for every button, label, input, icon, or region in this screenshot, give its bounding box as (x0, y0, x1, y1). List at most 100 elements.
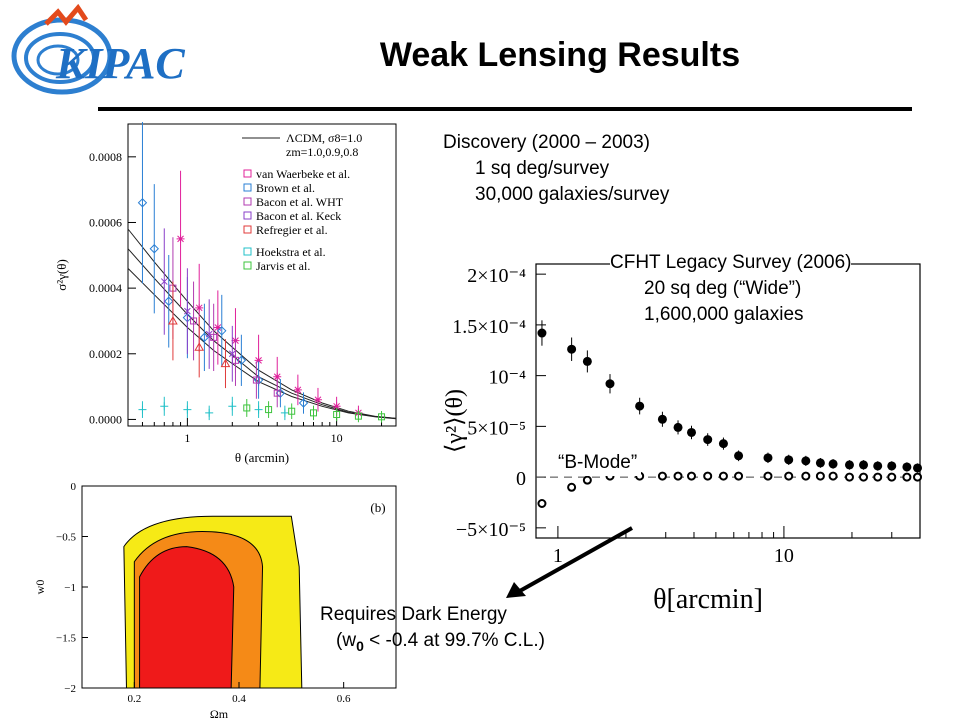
legend-entry: van Waerbeke et al. (256, 167, 350, 181)
data-point (273, 372, 282, 381)
legend-model-label: ΛCDM, σ8=1.0 (286, 131, 362, 145)
y-tick-label: 0.0004 (89, 281, 122, 295)
y-axis-label: w0 (33, 580, 47, 595)
y-tick-label: 1.5×10⁻⁴ (452, 316, 526, 338)
contour-inner (139, 546, 235, 689)
slide-title: Weak Lensing Results (379, 36, 741, 74)
x-tick-label: 0.2 (127, 693, 141, 705)
e-mode-point (844, 460, 854, 470)
arrow-icon (506, 526, 633, 598)
data-point (194, 342, 205, 351)
e-mode-point (784, 455, 794, 465)
logo-swirl-icon (11, 4, 113, 95)
b-mode-point (913, 472, 923, 482)
e-mode-point (801, 456, 811, 466)
e-mode-point (567, 344, 577, 354)
data-point (288, 407, 296, 415)
dark-energy-constraint: (w0 < -0.4 at 99.7% C.L.) (320, 628, 545, 659)
data-point (184, 307, 191, 315)
y-tick-label: 10⁻⁴ (488, 367, 526, 389)
logo-text: KIPAC (55, 39, 185, 88)
y-tick-label: 0.0006 (89, 215, 122, 229)
discovery-galaxies: 30,000 galaxies/survey (475, 184, 670, 205)
data-point (309, 409, 317, 417)
y-axis-label: σ²γ(θ) (54, 259, 69, 291)
x-axis-label: θ (arcmin) (235, 450, 289, 465)
b-mode-point (873, 472, 883, 482)
data-point (195, 303, 204, 312)
legend-marker (243, 197, 252, 206)
y-tick-label: −1.5 (56, 633, 76, 645)
legend-marker (243, 261, 252, 270)
model-curve (127, 248, 397, 419)
data-point (254, 405, 263, 414)
b-mode-point (686, 471, 696, 481)
legend-model-redshift: zm=1.0,0.9,0.8 (286, 145, 358, 159)
e-mode-point (887, 461, 897, 471)
data-point (138, 405, 147, 414)
e-mode-point (828, 459, 838, 469)
data-point (228, 350, 236, 358)
x-tick-label: 10 (331, 431, 343, 445)
data-point (168, 315, 178, 325)
legend-marker (243, 225, 252, 234)
legend-entry: Refregier et al. (256, 223, 328, 237)
data-point (280, 408, 289, 417)
e-mode-point (673, 422, 683, 432)
data-point (265, 406, 273, 414)
constraint-suffix: < -0.4 at 99.7% C.L.) (363, 630, 545, 651)
legend-marker (243, 247, 252, 256)
e-mode-point (815, 458, 825, 468)
data-point (190, 317, 198, 325)
y-tick-label: 0 (71, 481, 77, 493)
x-tick-label: 0.4 (232, 693, 246, 705)
e-mode-point (703, 435, 713, 445)
title-divider (98, 107, 912, 111)
y-tick-label: −5×10⁻⁵ (456, 519, 526, 541)
w0-omega-contour-chart: 0 −0.5 −1 −1.5 −2 0.2 0.4 0.6 Ωm w0 (b) (33, 481, 397, 720)
y-tick-label: −2 (64, 683, 76, 695)
b-mode-point (567, 482, 577, 492)
legend-entry: Bacon et al. Keck (256, 209, 341, 223)
cfht-area: 20 sq deg (“Wide”) (644, 278, 802, 299)
e-mode-point (718, 439, 728, 449)
b-mode-point (902, 472, 912, 482)
cfht-heading: CFHT Legacy Survey (2006) (610, 252, 852, 273)
y-tick-label: 2×10⁻⁴ (467, 265, 526, 287)
b-mode-label: “B-Mode” (554, 450, 642, 476)
legend-marker (243, 169, 252, 178)
e-mode-point (859, 460, 869, 470)
dark-energy-heading: Requires Dark Energy (320, 604, 507, 625)
x-axis-label: Ωm (210, 707, 229, 720)
data-point (137, 198, 148, 208)
panel-annotation: (b) (370, 500, 385, 515)
b-mode-point (887, 472, 897, 482)
data-point (220, 358, 231, 368)
e-mode-point (605, 379, 615, 389)
discovery-area: 1 sq deg/survey (475, 158, 610, 179)
legend-marker (243, 183, 252, 192)
x-tick-label: 1 (553, 545, 563, 567)
constraint-subscript: 0 (356, 637, 364, 654)
data-point (149, 244, 159, 254)
shear-variance-chart: 0.0000 0.0002 0.0004 0.0006 0.0008 1 10 θ (arcm… (54, 122, 397, 465)
y-axis-label: ⟨γ²⟩(θ) (442, 389, 468, 453)
data-point (205, 408, 214, 417)
b-mode-point (703, 471, 713, 481)
e-mode-point (582, 356, 592, 366)
legend-entry: Bacon et al. WHT (256, 195, 344, 209)
legend-entry: Jarvis et al. (256, 259, 310, 273)
y-tick-label: −0.5 (56, 532, 76, 544)
b-mode-point (657, 471, 667, 481)
data-point (293, 385, 302, 394)
cfht-shear-chart: 2×10⁻⁴ 1.5×10⁻⁴ 10⁻⁴ 5×10⁻⁵ 0 −5×10⁻⁵ 1 10 θ[arc… (442, 263, 923, 615)
data-point (213, 323, 222, 332)
data-point (298, 398, 309, 408)
legend-marker (243, 211, 252, 220)
data-point (254, 356, 263, 365)
data-point (210, 333, 218, 341)
data-point (164, 296, 174, 306)
e-mode-point (686, 427, 696, 437)
e-mode-point (913, 463, 923, 473)
data-point (176, 234, 185, 243)
